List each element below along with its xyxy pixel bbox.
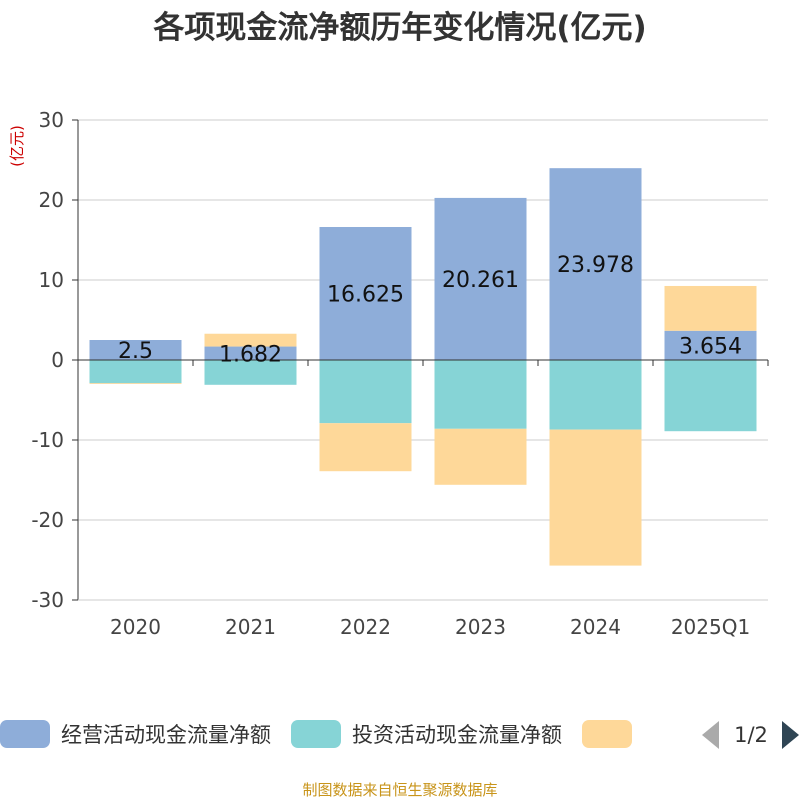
legend-swatch [582, 720, 632, 748]
legend-item-3[interactable] [582, 720, 632, 748]
y-tick-label: -30 [31, 588, 64, 612]
bar-series1-2024 [549, 168, 642, 360]
y-axis-unit-label: (亿元) [8, 125, 26, 167]
legend-swatch [0, 720, 50, 748]
bar-series2-2021 [204, 360, 297, 385]
bars [89, 168, 757, 566]
triangle-left-icon[interactable] [702, 721, 719, 749]
y-tick-label: -10 [31, 428, 64, 452]
x-tick-label: 2021 [225, 615, 276, 639]
bar-series3-2020 [89, 383, 182, 384]
bar-series1-2023 [434, 197, 527, 360]
legend-label: 投资活动现金流量净额 [352, 723, 562, 747]
source-note: 制图数据来自恒生聚源数据库 [302, 781, 497, 799]
triangle-right-icon[interactable] [782, 721, 799, 749]
bar-series1-2022 [319, 227, 412, 360]
legend-swatch [291, 720, 341, 748]
y-tick-label: -20 [31, 508, 64, 532]
bar-series3-2022 [319, 423, 412, 472]
y-tick-label: 0 [51, 348, 64, 372]
bar-series2-2020 [89, 360, 182, 384]
x-tick-label: 2024 [570, 615, 621, 639]
data-label: 1.682 [219, 342, 282, 367]
axes: 30 20 10 0 -10 -20 -30 2020 2021 2022 2023 2024 2025… [31, 108, 769, 639]
bar-series3-2023 [434, 428, 527, 485]
x-tick-label: 2023 [455, 615, 506, 639]
y-tick-label: 20 [39, 188, 64, 212]
legend: 经营活动现金流量净额 投资活动现金流量净额 1/2 [0, 720, 799, 749]
chart-title: 各项现金流净额历年变化情况(亿元) [152, 10, 646, 46]
bar-series3-2021 [204, 333, 297, 347]
data-label: 3.654 [679, 334, 742, 359]
bar-series1-2021 [204, 346, 297, 360]
legend-page-indicator: 1/2 [734, 723, 768, 747]
bar-series1-2025Q1 [664, 330, 757, 360]
x-tick-label: 2020 [110, 615, 161, 639]
x-tick-label: 2022 [340, 615, 391, 639]
legend-label: 经营活动现金流量净额 [61, 723, 271, 747]
y-tick-label: 10 [39, 268, 64, 292]
legend-item-1[interactable]: 经营活动现金流量净额 [0, 720, 271, 748]
data-label: 20.261 [442, 268, 519, 293]
bar-series2-2023 [434, 360, 527, 429]
y-tick-label: 30 [39, 108, 64, 132]
bar-series3-2024 [549, 429, 642, 566]
legend-item-2[interactable]: 投资活动现金流量净额 [291, 720, 562, 748]
data-label: 16.625 [327, 283, 404, 308]
bar-series3-2025Q1 [664, 285, 757, 331]
bar-series2-2025Q1 [664, 360, 757, 432]
data-labels: 2.5 1.682 16.625 20.261 23.978 3.654 [118, 253, 742, 367]
bar-series2-2022 [319, 360, 412, 424]
data-label: 2.5 [118, 339, 153, 364]
data-label: 23.978 [557, 253, 634, 278]
bar-series1-2020 [89, 340, 182, 360]
bar-series2-2024 [549, 360, 642, 430]
x-tick-label: 2025Q1 [671, 615, 750, 639]
